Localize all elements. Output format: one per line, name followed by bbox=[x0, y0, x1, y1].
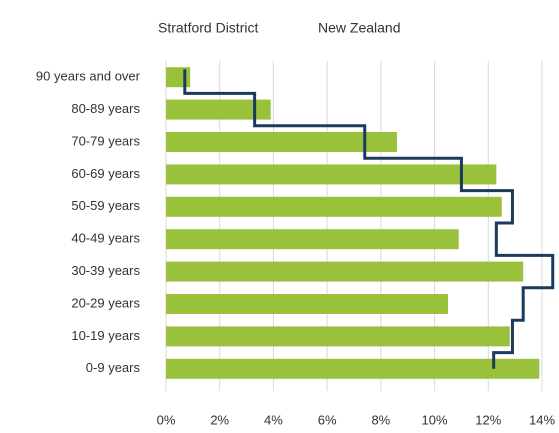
bar bbox=[166, 358, 540, 379]
bar bbox=[166, 326, 510, 347]
x-tick-label: 8% bbox=[371, 412, 390, 427]
legend-label: New Zealand bbox=[318, 20, 401, 36]
bar bbox=[166, 67, 191, 88]
y-tick-label: 50-59 years bbox=[71, 198, 140, 213]
bar bbox=[166, 294, 448, 314]
x-tick-label: 2% bbox=[210, 412, 229, 427]
x-tick-label: 0% bbox=[157, 412, 176, 427]
x-tick-label: 14% bbox=[529, 412, 555, 427]
y-tick-label: 90 years and over bbox=[36, 69, 141, 84]
bar bbox=[166, 99, 271, 120]
y-tick-label: 60-69 years bbox=[71, 166, 140, 181]
x-tick-label: 10% bbox=[422, 412, 448, 427]
x-tick-label: 4% bbox=[264, 412, 283, 427]
y-tick-label: 70-79 years bbox=[71, 133, 140, 148]
y-tick-label: 0-9 years bbox=[86, 360, 141, 375]
x-tick-label: 12% bbox=[475, 412, 501, 427]
y-tick-label: 20-29 years bbox=[71, 295, 140, 310]
bar bbox=[166, 196, 502, 217]
y-tick-label: 80-89 years bbox=[71, 101, 140, 116]
bar bbox=[166, 132, 397, 152]
legend-label: Stratford District bbox=[158, 20, 258, 36]
x-tick-label: 6% bbox=[318, 412, 337, 427]
y-tick-label: 40-49 years bbox=[71, 231, 140, 246]
bar bbox=[166, 261, 524, 282]
bar bbox=[166, 164, 497, 185]
step-line bbox=[183, 69, 555, 369]
y-tick-label: 10-19 years bbox=[71, 328, 140, 343]
bar bbox=[166, 229, 459, 250]
y-tick-label: 30-39 years bbox=[71, 263, 140, 278]
